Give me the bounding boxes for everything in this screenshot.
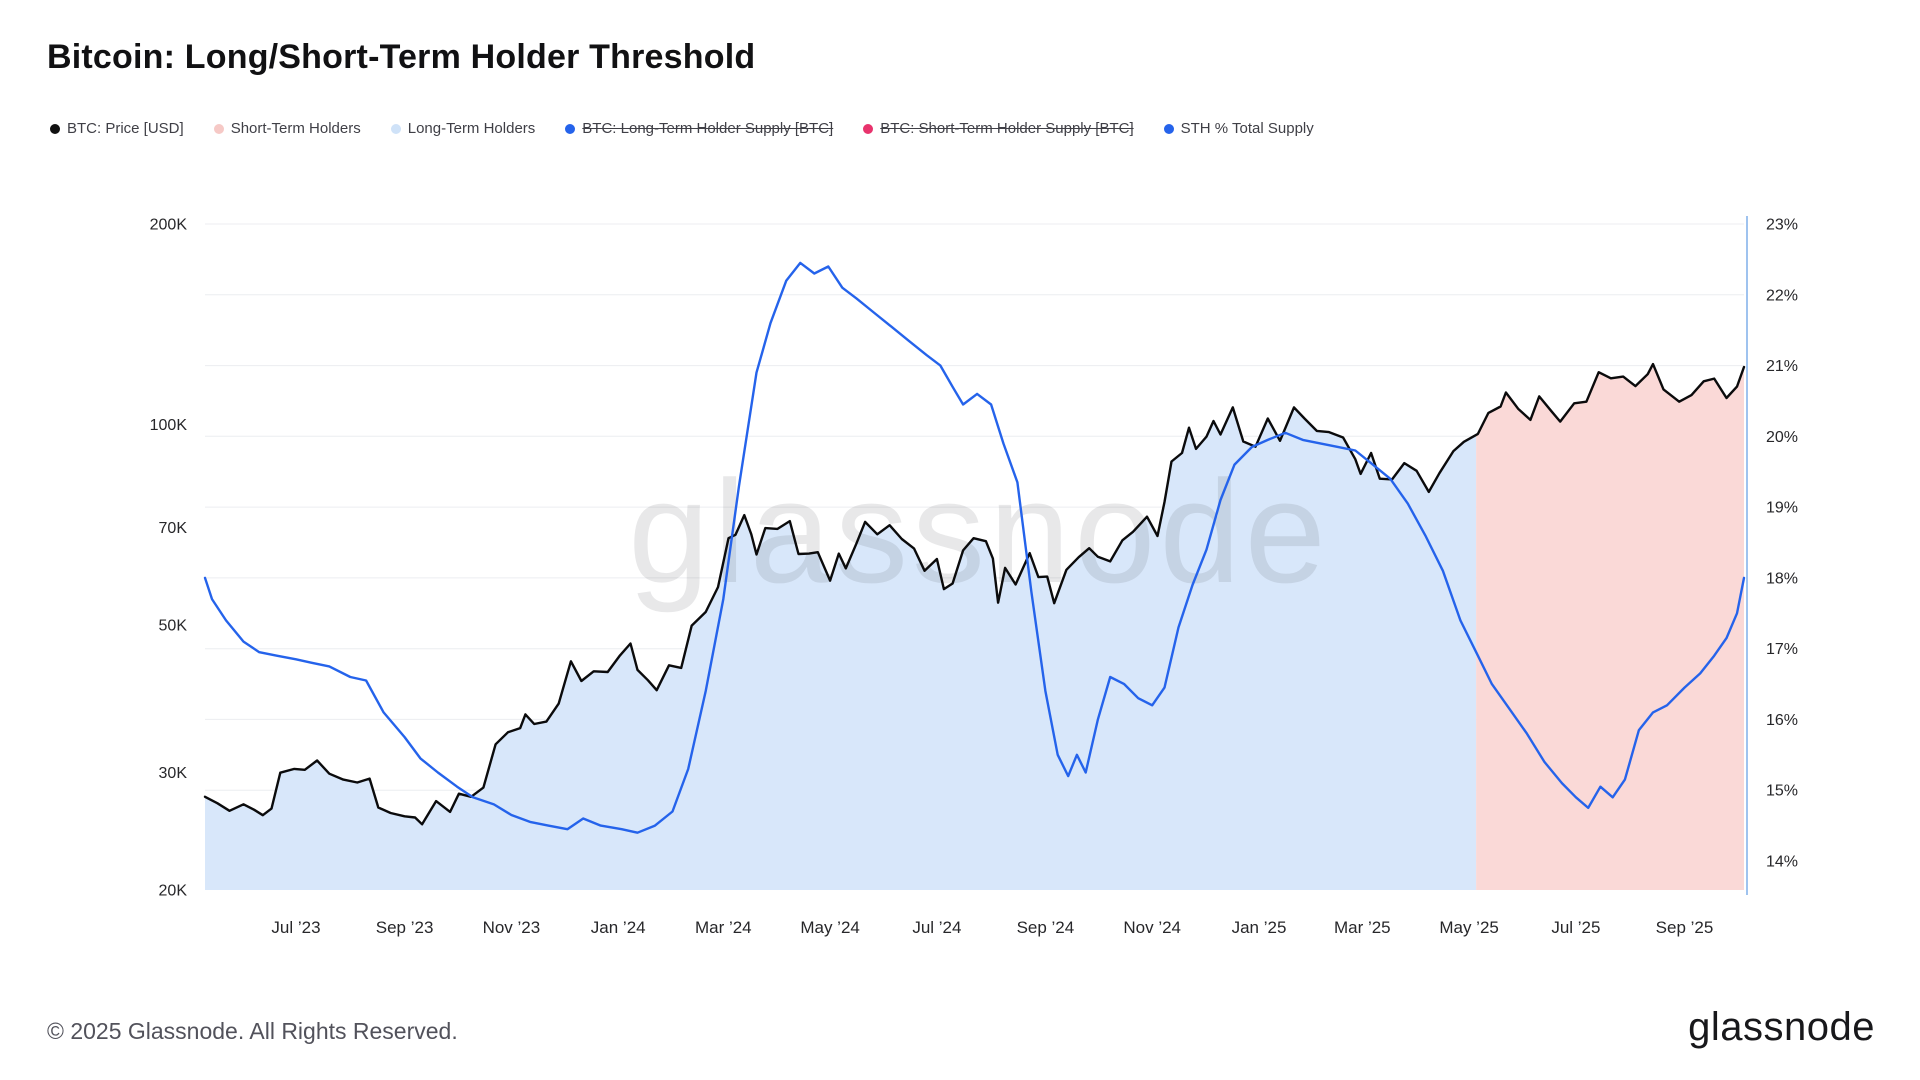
legend: BTC: Price [USD] Short-Term Holders Long-T… <box>50 120 1314 137</box>
lth-region-fill <box>205 407 1477 890</box>
legend-label: Long-Term Holders <box>407 120 536 137</box>
legend-label: BTC: Short-Term Holder Supply [BTC] <box>880 120 1134 137</box>
x-tick-label: Jan ’24 <box>591 918 646 937</box>
btc-price-line <box>203 362 1746 826</box>
x-tick-label: Nov ’23 <box>483 918 541 937</box>
x-tick-label: Nov ’24 <box>1123 918 1181 937</box>
y-right-tick-label: 15% <box>1766 783 1798 800</box>
legend-item-2[interactable]: Long-Term Holders <box>390 120 536 137</box>
y-left-tick-label: 30K <box>159 765 188 782</box>
sth-region-fill <box>1476 364 1744 891</box>
legend-dot-icon <box>565 123 576 134</box>
y-right-tick-label: 23% <box>1766 217 1798 234</box>
legend-dot-icon <box>390 123 401 134</box>
x-tick-label: Jul ’24 <box>912 918 961 937</box>
legend-label: BTC: Long-Term Holder Supply [BTC] <box>582 120 834 137</box>
y-right-tick-label: 17% <box>1766 641 1798 658</box>
legend-dot-icon <box>50 123 60 134</box>
legend-item-4[interactable]: BTC: Short-Term Holder Supply [BTC] <box>863 120 1134 137</box>
glassnode-logo[interactable]: glassnode <box>1688 1005 1875 1049</box>
chart-title: Bitcoin: Long/Short-Term Holder Threshol… <box>47 38 756 76</box>
x-tick-label: May ’25 <box>1439 918 1499 937</box>
y-left-tick-label: 200K <box>150 217 188 234</box>
legend-label: Short-Term Holders <box>230 120 361 137</box>
legend-dot-icon <box>1163 123 1174 134</box>
y-right-tick-label: 22% <box>1766 287 1798 304</box>
legend-item-0[interactable]: BTC: Price [USD] <box>50 120 184 137</box>
x-tick-label: Sep ’23 <box>376 918 434 937</box>
y-left-tick-label: 50K <box>159 618 188 635</box>
x-tick-label: Sep ’25 <box>1656 918 1714 937</box>
glassnode-watermark: glassnode <box>628 450 1330 613</box>
y-left-tick-label: 70K <box>159 520 188 537</box>
x-tick-label: Jan ’25 <box>1232 918 1287 937</box>
x-tick-label: Sep ’24 <box>1017 918 1075 937</box>
x-tick-label: May ’24 <box>800 918 860 937</box>
y-left-tick-label: 20K <box>159 883 188 900</box>
legend-item-3[interactable]: BTC: Long-Term Holder Supply [BTC] <box>565 120 833 137</box>
x-tick-label: Mar ’25 <box>1334 918 1391 937</box>
y-right-tick-label: 20% <box>1766 429 1798 446</box>
x-tick-label: Mar ’24 <box>695 918 752 937</box>
y-right-tick-label: 21% <box>1766 358 1798 375</box>
x-tick-label: Jul ’23 <box>271 918 320 937</box>
legend-label: STH % Total Supply <box>1180 120 1314 137</box>
y-right-tick-label: 19% <box>1766 500 1798 517</box>
y-right-tick-label: 14% <box>1766 854 1798 871</box>
legend-item-1[interactable]: Short-Term Holders <box>213 120 361 137</box>
y-left-tick-label: 100K <box>150 417 188 434</box>
y-right-tick-label: 16% <box>1766 712 1798 729</box>
legend-item-5[interactable]: STH % Total Supply <box>1163 120 1314 137</box>
x-tick-label: Jul ’25 <box>1551 918 1600 937</box>
copyright-text: © 2025 Glassnode. All Rights Reserved. <box>47 1018 458 1044</box>
legend-dot-icon <box>863 123 874 134</box>
y-right-tick-label: 18% <box>1766 570 1798 587</box>
sth-percent-line <box>203 261 1746 834</box>
legend-dot-icon <box>213 123 224 134</box>
legend-label: BTC: Price [USD] <box>67 120 184 137</box>
